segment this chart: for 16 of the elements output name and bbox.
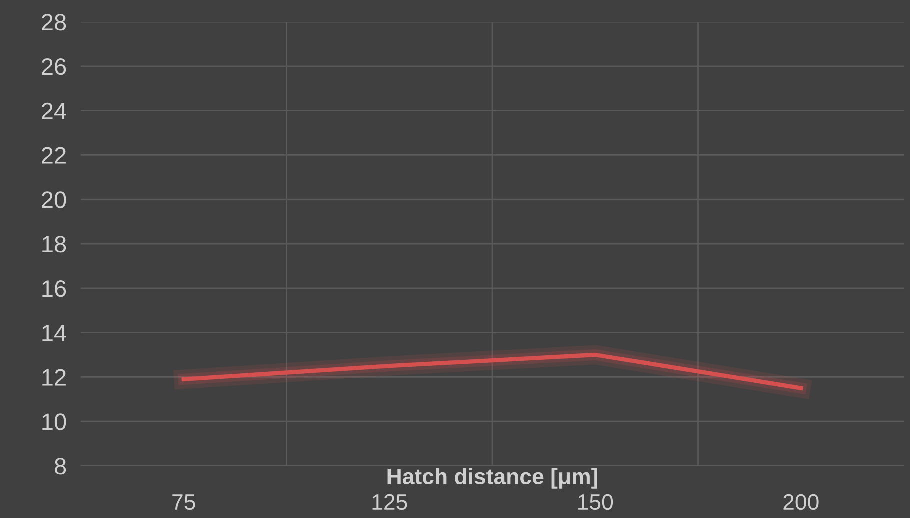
y-tick-label: 12 <box>42 369 66 386</box>
x-tick-label: 125 <box>372 494 408 510</box>
x-tick-label: 200 <box>784 494 819 510</box>
y-tick-label: 8 <box>55 458 66 475</box>
x-axis-title: Hatch distance [μm] <box>388 468 598 489</box>
y-tick-label: 14 <box>42 325 66 342</box>
y-tick-label: 20 <box>42 192 66 208</box>
y-tick-label: 24 <box>42 102 66 120</box>
x-tick-label: 150 <box>578 494 614 510</box>
y-tick-label: 10 <box>42 414 66 430</box>
y-tick-label: 28 <box>42 14 66 31</box>
y-tick-label: 16 <box>42 280 66 298</box>
y-tick-label: 26 <box>42 58 66 76</box>
x-tick-label: 75 <box>172 494 196 510</box>
y-tick-label: 18 <box>42 236 66 253</box>
y-tick-label: 22 <box>42 147 66 164</box>
